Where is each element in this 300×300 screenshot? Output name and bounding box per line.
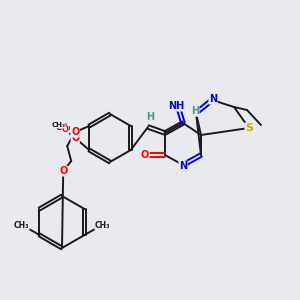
Text: N: N — [179, 161, 187, 171]
Text: O: O — [62, 125, 69, 134]
Text: O: O — [71, 133, 79, 143]
Text: O: O — [59, 166, 67, 176]
Text: NH: NH — [168, 101, 184, 111]
Text: H: H — [191, 106, 199, 116]
Text: CH₃: CH₃ — [56, 124, 71, 133]
Text: H: H — [146, 112, 154, 122]
Text: CH₃: CH₃ — [95, 220, 110, 230]
Text: O: O — [141, 150, 149, 160]
Text: O: O — [71, 127, 79, 137]
Text: N: N — [209, 94, 217, 104]
Text: CH₃: CH₃ — [14, 220, 29, 230]
Text: S: S — [245, 123, 253, 133]
Text: N: N — [190, 106, 198, 116]
Text: CH₃: CH₃ — [51, 122, 65, 128]
